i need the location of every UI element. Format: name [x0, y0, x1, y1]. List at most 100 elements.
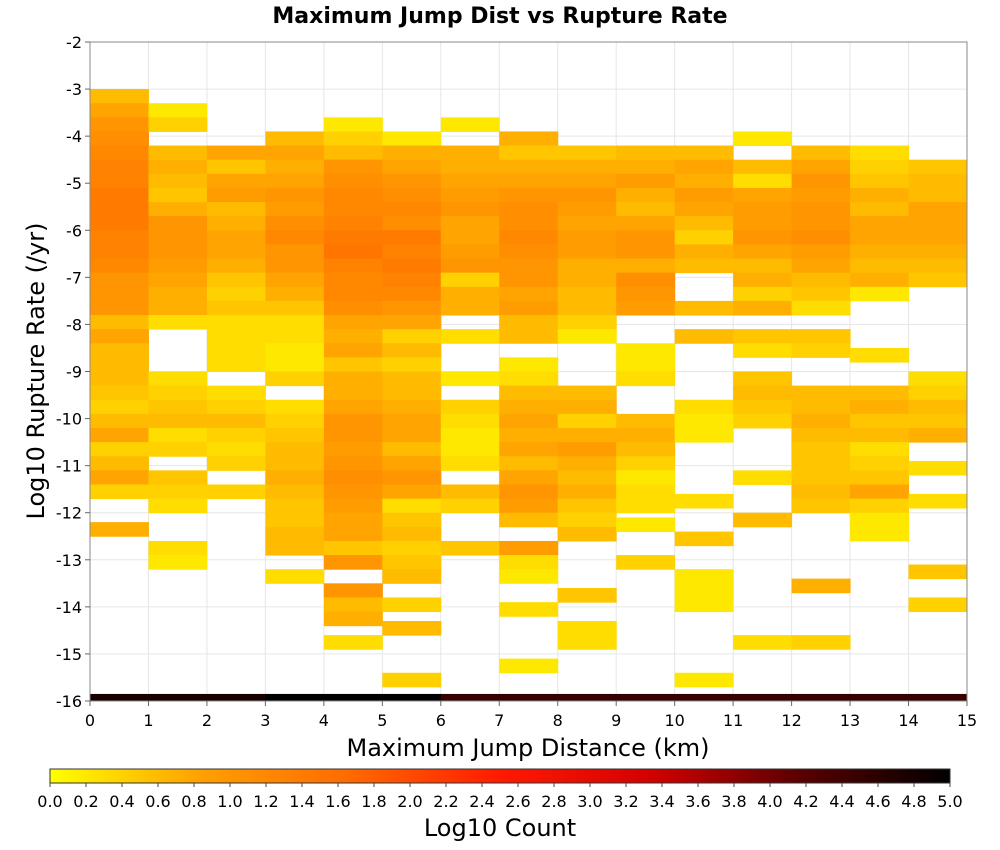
heatmap-cell	[616, 187, 676, 203]
heatmap-cell	[733, 244, 793, 260]
heatmap-cell	[265, 540, 325, 556]
colorbar	[49, 768, 951, 784]
heatmap-cell	[499, 244, 559, 260]
heatmap-cell	[908, 202, 968, 217]
heatmap-cell	[791, 272, 851, 288]
heatmap-cell	[265, 244, 325, 260]
heatmap-cell	[382, 258, 442, 274]
heatmap-cell	[908, 427, 968, 443]
heatmap-cell	[206, 244, 266, 260]
heatmap-cell	[616, 300, 676, 316]
floor-band-cell	[265, 693, 442, 701]
heatmap-cell	[90, 470, 149, 485]
heatmap-cell	[733, 159, 793, 175]
heatmap-cell	[674, 159, 734, 175]
heatmap-cell	[148, 540, 208, 556]
heatmap-cell	[850, 385, 910, 401]
heatmap-cell	[791, 578, 851, 594]
heatmap-cell	[733, 635, 793, 650]
heatmap-cell	[323, 202, 383, 217]
heatmap-cell	[908, 258, 968, 274]
colorbar-tick-label: 1.8	[361, 792, 386, 811]
heatmap-cell	[440, 540, 500, 556]
heatmap-cell	[382, 173, 442, 189]
heatmap-cell	[791, 427, 851, 443]
heatmap-cell	[206, 272, 266, 288]
heatmap-cell	[323, 385, 383, 401]
heatmap-cell	[850, 272, 910, 288]
y-tick-label: -9	[66, 363, 82, 382]
heatmap-cell	[382, 484, 442, 500]
colorbar-tick-label: 0.4	[109, 792, 134, 811]
heatmap-cell	[850, 347, 910, 363]
heatmap-cell	[206, 300, 266, 316]
colorbar-tick-label: 1.2	[253, 792, 278, 811]
heatmap-cell	[440, 187, 500, 203]
heatmap-cell	[733, 399, 793, 415]
heatmap-cell	[908, 159, 968, 175]
heatmap-cell	[616, 159, 676, 175]
heatmap-cell	[908, 597, 968, 613]
colorbar-tick-label: 4.8	[901, 792, 926, 811]
heatmap-cell	[148, 187, 208, 203]
heatmap-cell	[265, 371, 325, 387]
heatmap-cell	[499, 216, 559, 231]
heatmap-cell	[90, 456, 149, 471]
heatmap-cell	[908, 385, 968, 401]
heatmap-cell	[90, 258, 149, 274]
heatmap-cell	[674, 329, 734, 344]
colorbar-tick-label: 2.2	[433, 792, 458, 811]
heatmap-cell	[90, 484, 149, 500]
heatmap-cell	[440, 230, 500, 245]
colorbar-tick-label: 0.8	[181, 792, 206, 811]
heatmap-cell	[557, 620, 617, 636]
heatmap-cell	[908, 564, 968, 580]
heatmap-cell	[323, 427, 383, 443]
heatmap-cell	[850, 526, 910, 542]
y-tick-label: -12	[56, 504, 82, 523]
heatmap-cell	[557, 202, 617, 217]
heatmap-cell	[148, 258, 208, 274]
heatmap-cell	[616, 343, 676, 358]
heatmap-cell	[499, 399, 559, 415]
heatmap-cell	[499, 315, 559, 330]
heatmap-cell	[148, 244, 208, 260]
heatmap-cell	[148, 470, 208, 485]
heatmap-cell	[557, 300, 617, 316]
heatmap-cell	[557, 588, 617, 603]
heatmap-cell	[733, 385, 793, 401]
heatmap-cell	[616, 230, 676, 245]
heatmap-cell	[382, 244, 442, 260]
heatmap-cell	[908, 244, 968, 260]
heatmap-cell	[557, 230, 617, 245]
heatmap-cell	[557, 258, 617, 274]
heatmap-cell	[323, 258, 383, 274]
heatmap-cell	[265, 131, 325, 147]
heatmap-cell	[323, 159, 383, 175]
heatmap-cell	[674, 187, 734, 203]
heatmap-cell	[733, 343, 793, 358]
heatmap-cell	[206, 202, 266, 217]
heatmap-cell	[206, 286, 266, 302]
y-tick-label: -6	[66, 221, 82, 240]
x-tick-label: 6	[436, 711, 446, 730]
heatmap-cell	[148, 413, 208, 429]
heatmap-cell	[323, 187, 383, 203]
x-tick-label: 11	[723, 711, 743, 730]
heatmap-cell	[674, 145, 734, 161]
heatmap-cell	[265, 399, 325, 415]
y-tick-label: -7	[66, 268, 82, 287]
floor-band-cell	[440, 693, 968, 701]
heatmap-cell	[791, 230, 851, 245]
heatmap-cell	[850, 399, 910, 415]
heatmap-cell	[616, 456, 676, 471]
heatmap-cell	[616, 371, 676, 387]
heatmap-cell	[90, 522, 149, 537]
heatmap-cell	[90, 89, 149, 104]
colorbar-tick-label: 2.0	[397, 792, 422, 811]
heatmap-cell	[499, 484, 559, 500]
y-tick-label: -3	[66, 80, 82, 99]
heatmap-cell	[148, 484, 208, 500]
colorbar-tick-label: 2.6	[505, 792, 530, 811]
heatmap-cell	[323, 286, 383, 302]
